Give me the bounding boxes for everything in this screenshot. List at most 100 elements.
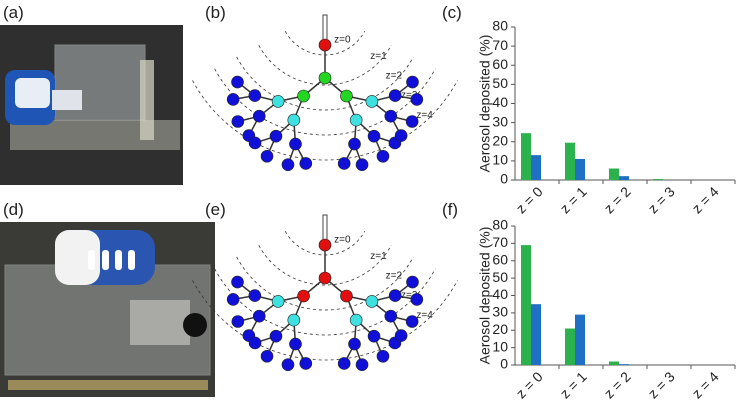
- airway-node: [248, 136, 262, 150]
- level-label: z=1: [370, 251, 387, 262]
- level-label: z=0: [334, 35, 351, 46]
- y-tick-label: 0: [500, 356, 508, 372]
- diagram-b: z=0 z=1 z=2 z=3 z=4: [192, 14, 458, 172]
- level-arc: [236, 56, 414, 111]
- level-arc: [192, 80, 458, 161]
- airway-node: [297, 289, 310, 303]
- x-tick-label: z = 4: [689, 368, 722, 401]
- photo-d: [0, 222, 215, 397]
- airway-node: [318, 38, 332, 52]
- y-tick-label: 0: [500, 171, 508, 187]
- panel-label: (c): [442, 3, 462, 22]
- level-label: z=1: [370, 51, 387, 62]
- y-tick-label: 20: [492, 321, 508, 337]
- airway-node: [376, 149, 390, 163]
- y-tick-label: 60: [492, 56, 508, 72]
- y-tick-label: 30: [492, 304, 508, 320]
- bar: [531, 304, 541, 365]
- airway-node: [226, 93, 240, 106]
- airway-node: [349, 313, 363, 327]
- level-arc: [236, 256, 414, 311]
- airway-node: [260, 349, 274, 363]
- airway-node: [355, 358, 369, 372]
- x-tick-label: z = 1: [557, 368, 590, 401]
- airway-node: [394, 329, 408, 342]
- x-tick-label: z = 2: [601, 368, 634, 401]
- airway-node: [289, 337, 302, 351]
- airway-node: [348, 137, 361, 151]
- y-axis-title: Aerosol deposited (%): [477, 35, 493, 173]
- airway-node: [271, 295, 285, 308]
- y-tick-label: 40: [492, 94, 508, 110]
- y-tick-label: 50: [492, 75, 508, 91]
- panel-label: (d): [3, 200, 24, 219]
- airway-node: [410, 93, 424, 106]
- airway-node: [281, 358, 295, 372]
- level-arc: [258, 45, 392, 86]
- airway-node: [355, 158, 369, 172]
- airway-node: [252, 109, 266, 123]
- airway-node: [260, 149, 274, 163]
- airway-node: [318, 238, 332, 252]
- bar: [653, 179, 663, 180]
- airway-node: [269, 329, 283, 343]
- airway-node: [248, 336, 262, 350]
- airway-node: [340, 89, 353, 103]
- airway-node: [287, 313, 301, 327]
- x-tick-label: z = 3: [645, 183, 678, 216]
- y-tick-label: 40: [492, 286, 508, 302]
- level-arc: [258, 245, 392, 286]
- bar: [619, 364, 629, 365]
- y-tick-label: 20: [492, 132, 508, 148]
- airway-node: [367, 129, 381, 143]
- airway-node: [384, 109, 398, 123]
- level-label: z=2: [386, 270, 403, 281]
- airway-node: [376, 349, 390, 363]
- airway-node: [340, 289, 353, 303]
- level-label: z=3: [401, 290, 418, 301]
- y-tick-label: 70: [492, 37, 508, 53]
- bar: [575, 314, 585, 365]
- airway-node: [231, 315, 245, 328]
- airway-node: [348, 337, 361, 351]
- airway-node: [289, 137, 302, 151]
- diagram-e: z=0 z=1 z=2 z=3 z=4: [192, 214, 458, 372]
- x-tick-label: z = 0: [513, 183, 546, 216]
- level-label: z=0: [334, 235, 351, 246]
- airway-node: [405, 115, 419, 128]
- y-tick-label: 10: [492, 338, 508, 354]
- bar: [531, 155, 541, 180]
- bar: [609, 361, 619, 365]
- level-label: z=4: [416, 110, 433, 121]
- airway-node: [318, 71, 332, 85]
- level-label: z=2: [386, 70, 403, 81]
- airway-node: [406, 75, 419, 89]
- airway-node: [271, 95, 285, 108]
- airway-node: [318, 271, 332, 285]
- airway-node: [384, 309, 398, 323]
- y-tick-label: 30: [492, 113, 508, 129]
- airway-node: [349, 113, 363, 127]
- panel-label: (f): [442, 200, 458, 219]
- photo-a: [0, 25, 183, 185]
- panel-label: (e): [205, 200, 226, 219]
- airway-node: [231, 275, 244, 289]
- y-tick-label: 80: [492, 18, 508, 34]
- airway-node: [299, 357, 313, 370]
- x-tick-label: z = 2: [601, 183, 634, 216]
- airway-node: [299, 157, 313, 170]
- airway-node: [406, 275, 419, 289]
- level-label: z=4: [416, 310, 433, 321]
- level-arc: [192, 280, 458, 361]
- bar: [575, 158, 585, 180]
- bar: [619, 176, 629, 180]
- x-tick-label: z = 1: [557, 183, 590, 216]
- airway-node: [226, 293, 240, 306]
- y-tick-label: 80: [492, 217, 508, 233]
- airway-node: [365, 295, 379, 308]
- y-tick-label: 60: [492, 251, 508, 267]
- airway-node: [388, 89, 402, 102]
